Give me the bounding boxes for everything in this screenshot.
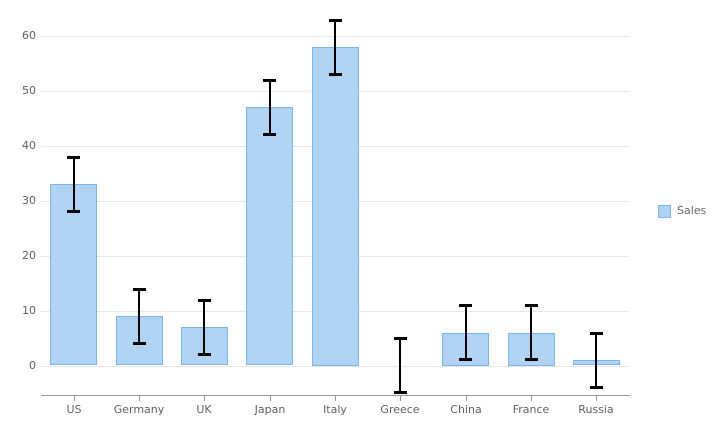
error-bar-japan-top-cap — [263, 79, 276, 82]
x-axis-tick-russia — [596, 396, 597, 401]
error-bar-us-bottom-cap — [67, 210, 80, 213]
x-axis-label-us: US — [66, 403, 82, 416]
x-axis-label-greece: Greece — [380, 403, 420, 416]
error-bar-china-stem — [465, 305, 467, 360]
x-axis-tick-us — [74, 396, 75, 401]
x-axis-label-germany: Germany — [113, 403, 165, 416]
error-bar-japan-bottom-cap — [263, 133, 276, 136]
error-bar-france-stem — [530, 305, 532, 360]
y-axis-label-10: 10 — [22, 304, 36, 317]
x-axis-label-uk: UK — [196, 403, 212, 416]
x-axis-tick-uk — [204, 396, 205, 401]
x-axis-tick-japan — [270, 396, 271, 401]
gridline-y-0 — [41, 366, 629, 367]
x-axis-label-china: China — [450, 403, 482, 416]
error-bar-uk-bottom-cap — [198, 353, 211, 356]
error-bar-greece-top-cap — [394, 337, 407, 340]
x-axis-tick-italy — [335, 396, 336, 401]
x-axis-tick-china — [466, 396, 467, 401]
x-axis-tick-germany — [139, 396, 140, 401]
bar-us[interactable] — [50, 184, 97, 365]
y-axis-label-0: 0 — [29, 359, 36, 372]
x-axis-label-japan: Japan — [254, 403, 286, 416]
y-axis-label-50: 50 — [22, 84, 36, 97]
y-axis-label-40: 40 — [22, 139, 36, 152]
x-axis-tick-greece — [400, 396, 401, 401]
legend-swatch-sales — [658, 204, 671, 218]
error-bar-greece-bottom-cap — [394, 391, 407, 394]
error-bar-uk-top-cap — [198, 299, 211, 302]
legend-label-sales: Sales — [677, 204, 707, 217]
x-axis-label-russia: Russia — [578, 403, 614, 416]
x-axis-line — [41, 395, 630, 396]
x-axis-tick-france — [531, 396, 532, 401]
error-bar-germany-stem — [138, 289, 140, 344]
y-axis-label-60: 60 — [22, 29, 36, 42]
bar-japan[interactable] — [246, 107, 293, 365]
bar-italy[interactable] — [312, 47, 359, 366]
error-bar-italy-top-cap — [329, 19, 342, 22]
error-bar-us-stem — [73, 157, 75, 212]
error-bar-germany-top-cap — [133, 288, 146, 291]
error-bar-uk-stem — [203, 300, 205, 355]
error-bar-russia-top-cap — [590, 332, 603, 335]
error-bar-italy-stem — [334, 20, 336, 75]
error-bar-russia-bottom-cap — [590, 386, 603, 389]
error-bar-japan-stem — [269, 80, 271, 135]
error-bar-us-top-cap — [67, 156, 80, 159]
error-bar-germany-bottom-cap — [133, 342, 146, 345]
error-bar-greece-stem — [399, 338, 401, 393]
y-axis-label-30: 30 — [22, 194, 36, 207]
legend-item-sales[interactable]: Sales — [658, 204, 706, 218]
error-bar-france-bottom-cap — [525, 358, 538, 361]
error-bar-france-top-cap — [525, 304, 538, 307]
error-bar-russia-stem — [595, 333, 597, 388]
x-axis-label-italy: Italy — [323, 403, 347, 416]
error-bar-china-bottom-cap — [459, 358, 472, 361]
error-bar-china-top-cap — [459, 304, 472, 307]
x-axis-label-france: France — [512, 403, 550, 416]
y-axis-label-20: 20 — [22, 249, 36, 262]
error-bar-italy-bottom-cap — [329, 73, 342, 76]
